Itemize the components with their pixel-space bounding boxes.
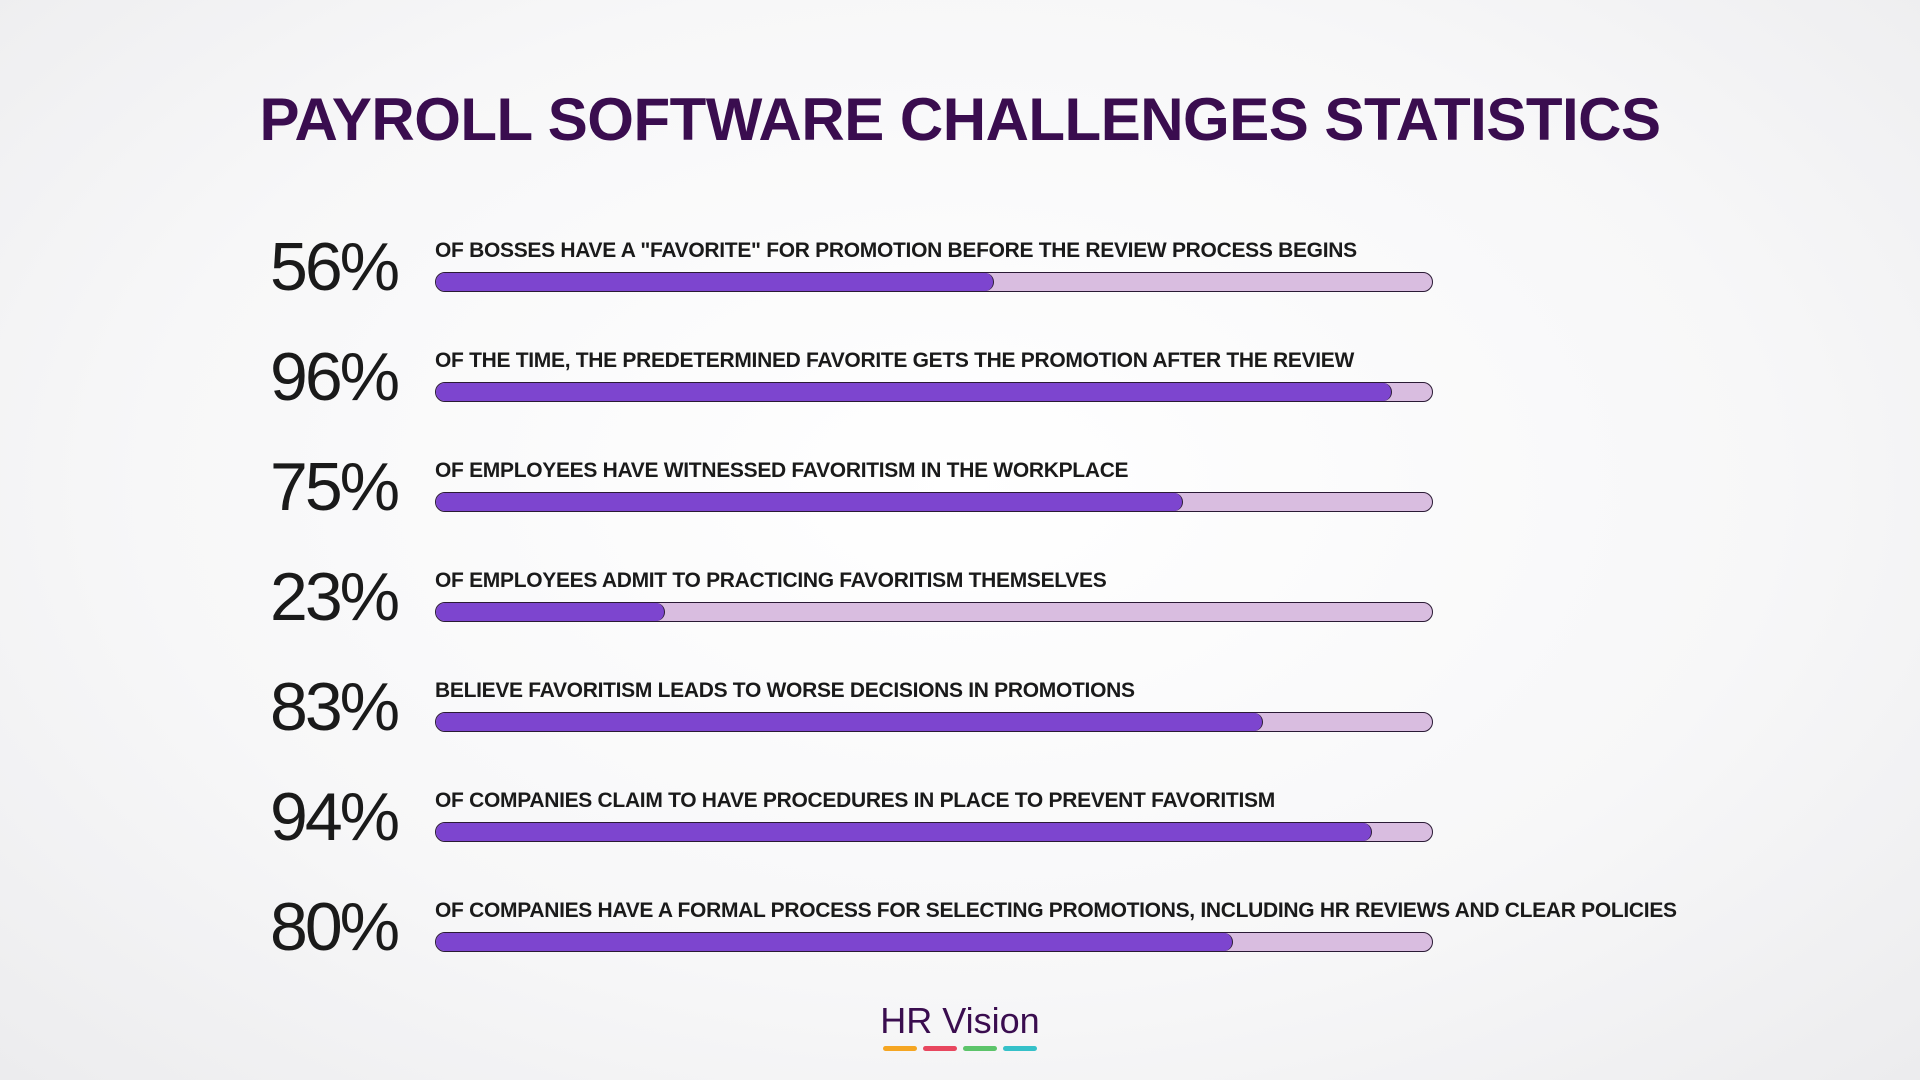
page-title: PAYROLL SOFTWARE CHALLENGES STATISTICS bbox=[259, 86, 1661, 153]
stat-percentage-label: 56% bbox=[270, 229, 400, 305]
bar-track bbox=[435, 932, 1433, 952]
logo-stripe bbox=[923, 1046, 957, 1051]
stat-percentage-label: 96% bbox=[270, 339, 400, 415]
stat-row: 23% OF EMPLOYEES ADMIT TO PRACTICING FAVO… bbox=[270, 555, 1770, 665]
logo-stripe bbox=[883, 1046, 917, 1051]
bar-fill bbox=[436, 713, 1263, 731]
stat-percentage-label: 94% bbox=[270, 779, 400, 855]
stat-row: 83% BELIEVE FAVORITISM LEADS TO WORSE DEC… bbox=[270, 665, 1770, 775]
bar-fill bbox=[436, 493, 1183, 511]
bar-fill bbox=[436, 823, 1373, 841]
statistics-chart: 56% OF BOSSES HAVE A "FAVORITE" FOR PROMO… bbox=[270, 225, 1770, 995]
stat-description: OF THE TIME, THE PREDETERMINED FAVORITE … bbox=[435, 349, 1355, 372]
bar-fill bbox=[436, 603, 666, 621]
logo-stripe bbox=[963, 1046, 997, 1051]
stat-description: OF COMPANIES HAVE A FORMAL PROCESS FOR S… bbox=[435, 899, 1677, 922]
bar-fill bbox=[436, 273, 994, 291]
stat-row: 96% OF THE TIME, THE PREDETERMINED FAVORI… bbox=[270, 335, 1770, 445]
logo-text: HR Vision bbox=[880, 1000, 1040, 1041]
bar-track bbox=[435, 492, 1433, 512]
bar-fill bbox=[436, 383, 1393, 401]
stat-row: 75% OF EMPLOYEES HAVE WITNESSED FAVORITIS… bbox=[270, 445, 1770, 555]
stat-description: OF EMPLOYEES HAVE WITNESSED FAVORITISM I… bbox=[435, 459, 1129, 482]
bar-track bbox=[435, 712, 1433, 732]
bar-track bbox=[435, 822, 1433, 842]
stat-percentage-label: 83% bbox=[270, 669, 400, 745]
stat-percentage-label: 80% bbox=[270, 889, 400, 965]
bar-track bbox=[435, 602, 1433, 622]
stat-row: 94% OF COMPANIES CLAIM TO HAVE PROCEDURES… bbox=[270, 775, 1770, 885]
hr-vision-logo: HR Vision bbox=[0, 1000, 1920, 1051]
stat-description: BELIEVE FAVORITISM LEADS TO WORSE DECISI… bbox=[435, 679, 1135, 702]
stat-description: OF COMPANIES CLAIM TO HAVE PROCEDURES IN… bbox=[435, 789, 1275, 812]
stat-percentage-label: 75% bbox=[270, 449, 400, 525]
bar-track bbox=[435, 272, 1433, 292]
stat-percentage-label: 23% bbox=[270, 559, 400, 635]
bar-fill bbox=[436, 933, 1233, 951]
stat-description: OF EMPLOYEES ADMIT TO PRACTICING FAVORIT… bbox=[435, 569, 1107, 592]
stat-description: OF BOSSES HAVE A "FAVORITE" FOR PROMOTIO… bbox=[435, 239, 1357, 262]
bar-track bbox=[435, 382, 1433, 402]
stat-row: 80% OF COMPANIES HAVE A FORMAL PROCESS FO… bbox=[270, 885, 1770, 995]
stat-row: 56% OF BOSSES HAVE A "FAVORITE" FOR PROMO… bbox=[270, 225, 1770, 335]
logo-stripes bbox=[0, 1046, 1920, 1051]
logo-stripe bbox=[1003, 1046, 1037, 1051]
